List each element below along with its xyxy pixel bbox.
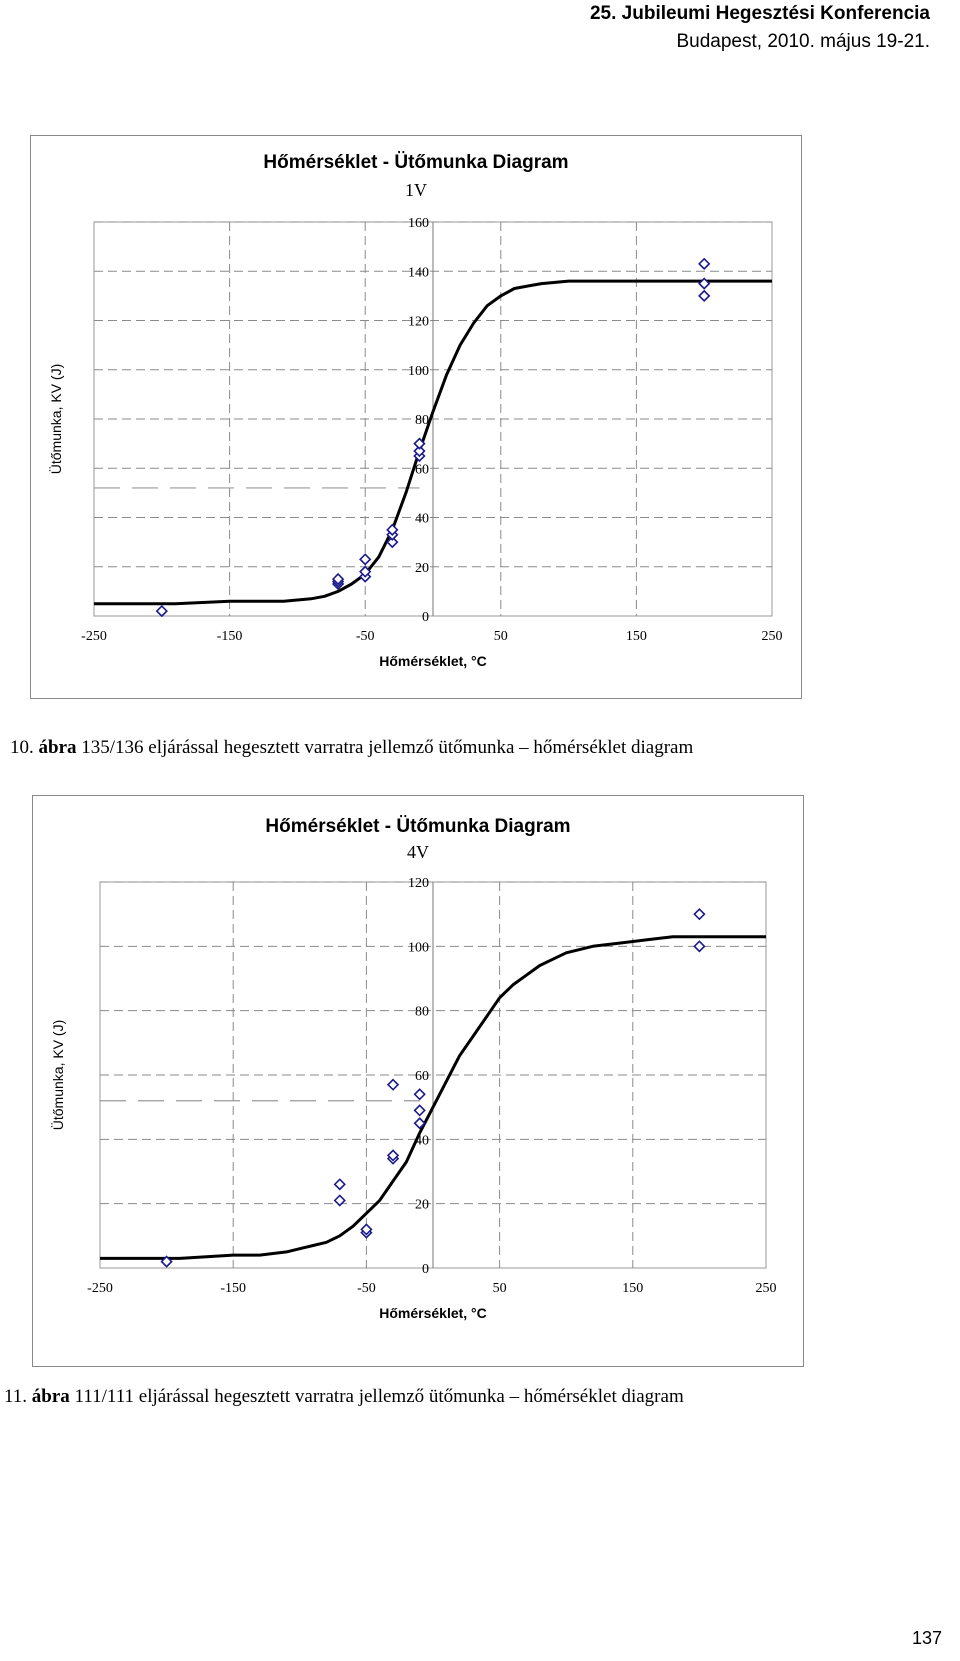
chart-1-subtitle: 1V — [405, 180, 427, 200]
y-axis-label: Ütőmunka, KV (J) — [49, 1020, 66, 1130]
data-point — [359, 553, 372, 566]
x-tick-label: 150 — [626, 629, 647, 644]
data-point — [413, 1088, 426, 1101]
data-point — [386, 535, 399, 549]
y-tick-label: 20 — [415, 561, 429, 576]
y-tick-label: 100 — [408, 364, 429, 379]
chart-1-plot: 0 20 40 60 80 100 120 140 160 -250 -150 -50 50 150 250… — [47, 216, 783, 669]
x-tick-label: -50 — [356, 629, 375, 644]
figure-10-caption: 10. ábra 135/136 eljárással hegesztett v… — [10, 737, 693, 759]
data-point — [359, 565, 372, 578]
y-tick-label: 60 — [415, 462, 429, 477]
y-tick-label: 60 — [415, 1069, 429, 1084]
page-number: 137 — [911, 1628, 942, 1648]
x-tick-label: 50 — [494, 629, 508, 644]
data-point — [693, 908, 706, 921]
x-tick-label: 50 — [493, 1281, 507, 1296]
data-point — [386, 523, 399, 536]
data-point — [693, 940, 706, 953]
x-axis-label: Hőmérséklet, °C — [379, 653, 487, 669]
data-point — [698, 257, 711, 270]
y-tick-label: 160 — [408, 216, 429, 231]
x-tick-label: -50 — [357, 1281, 376, 1296]
figure-10-word: ábra — [38, 737, 77, 758]
data-point — [413, 437, 426, 450]
data-point — [386, 1149, 400, 1162]
data-point — [413, 1117, 426, 1130]
data-point — [698, 277, 711, 290]
x-tick-label: -250 — [81, 629, 107, 644]
figure-10-text: 135/136 eljárással hegesztett varratra j… — [81, 737, 694, 758]
chart-1-frame: Hőmérséklet - Ütőmunka Diagram 1V 0 20 40 6… — [30, 135, 802, 699]
data-point — [360, 1223, 373, 1236]
data-point — [698, 289, 711, 303]
conference-place-date: Budapest, 2010. május 19-21. — [676, 31, 930, 52]
figure-11-caption: 11. ábra 111/111 eljárással hegesztett v… — [4, 1386, 684, 1408]
fit-curve — [100, 935, 766, 1260]
y-tick-label: 140 — [408, 265, 429, 280]
y-tick-label: 100 — [408, 940, 429, 955]
x-tick-label: 250 — [756, 1281, 777, 1296]
data-point — [413, 444, 426, 458]
data-point — [160, 1255, 173, 1268]
figure-11-word: ábra — [31, 1386, 70, 1407]
x-tick-label: -250 — [87, 1281, 113, 1296]
chart-2-title: Hőmérséklet - Ütőmunka Diagram — [265, 816, 571, 837]
y-tick-label: 0 — [422, 610, 429, 625]
figure-11-text: 111/111 eljárással hegesztett varratra j… — [74, 1386, 684, 1407]
y-tick-label: 20 — [415, 1198, 429, 1213]
chart-2-subtitle: 4V — [407, 842, 429, 862]
data-point — [413, 1104, 426, 1117]
x-axis-label: Hőmérséklet, °C — [379, 1305, 487, 1321]
y-tick-label: 120 — [408, 315, 429, 330]
conference-title: 25. Jubileumi Hegesztési Konferencia — [589, 3, 930, 24]
data-point — [333, 1178, 346, 1191]
y-tick-label: 0 — [422, 1262, 429, 1277]
y-tick-label: 80 — [415, 1005, 429, 1020]
x-tick-label: -150 — [217, 629, 243, 644]
x-tick-label: -150 — [220, 1281, 246, 1296]
data-point — [333, 1194, 346, 1207]
data-point — [155, 604, 168, 618]
figure-10-number: 10. — [10, 737, 34, 758]
data-point — [386, 1078, 400, 1091]
y-tick-label: 120 — [408, 876, 429, 891]
y-axis-label: Ütőmunka, KV (J) — [47, 364, 64, 474]
page-header: 25. Jubileumi Hegesztési Konferencia Bud… — [590, 0, 930, 56]
chart-1-title: Hőmérséklet - Ütőmunka Diagram — [263, 152, 569, 173]
y-tick-label: 40 — [415, 512, 429, 527]
x-tick-label: 150 — [622, 1281, 643, 1296]
data-point — [331, 572, 345, 586]
figure-11-number: 11. — [4, 1386, 28, 1407]
chart-2-frame: Hőmérséklet - Ütőmunka Diagram 4V 0 20 40 6… — [32, 795, 804, 1367]
x-tick-label: 250 — [762, 629, 783, 644]
y-tick-label: 80 — [415, 413, 429, 428]
